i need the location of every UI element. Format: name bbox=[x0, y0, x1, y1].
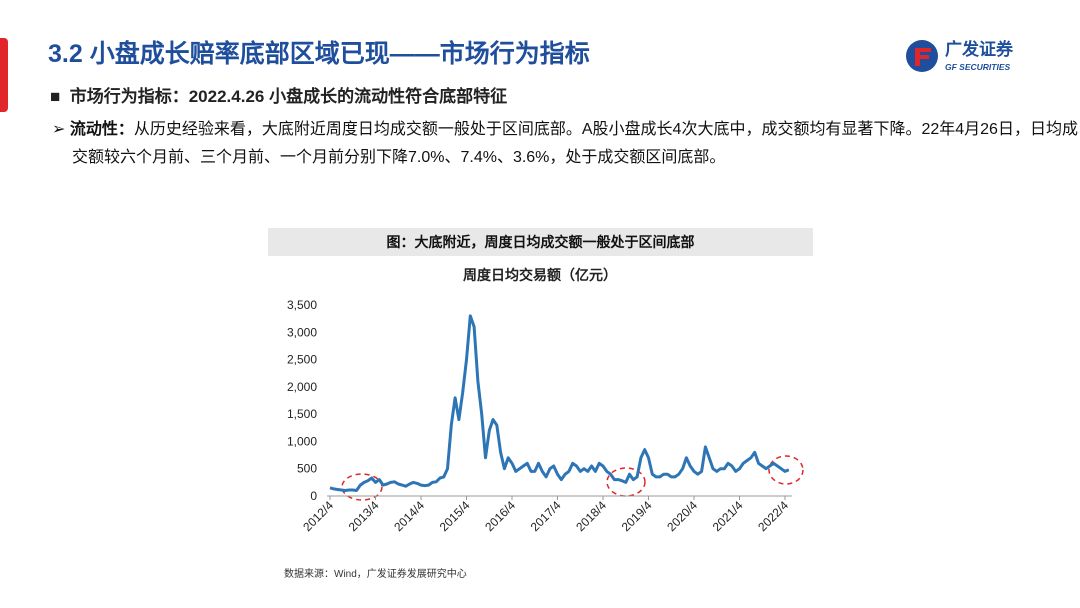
x-tick-label: 2020/4 bbox=[664, 498, 700, 534]
bullet-label: 流动性： bbox=[69, 121, 134, 138]
subtitle-text: 市场行为指标：2022.4.26 小盘成长的流动性符合底部特征 bbox=[69, 87, 508, 106]
bullet-text: 从历史经验来看，大底附近周度日均成交额一般处于区间底部。A股小盘成长4次大底中，… bbox=[72, 121, 1078, 166]
logo-text: 广发证券 bbox=[945, 39, 1014, 59]
square-bullet: ■ bbox=[50, 87, 70, 106]
highlight-circle bbox=[768, 455, 804, 485]
x-tick-label: 2019/4 bbox=[619, 498, 655, 534]
subtitle: ■ 市场行为指标：2022.4.26 小盘成长的流动性符合底部特征 bbox=[50, 82, 507, 107]
y-tick-label: 2,500 bbox=[287, 353, 317, 367]
arrow-bullet: ➢ bbox=[52, 121, 70, 138]
figure-caption: 图：大底附近，周度日均成交额一般处于区间底部 bbox=[268, 228, 813, 256]
x-tick-label: 2018/4 bbox=[573, 498, 609, 534]
y-tick-label: 2,000 bbox=[287, 380, 317, 394]
bullet: ➢ 流动性：从历史经验来看，大底附近周度日均成交额一般处于区间底部。A股小盘成长… bbox=[52, 116, 1080, 172]
x-tick-label: 2017/4 bbox=[528, 498, 564, 534]
x-tick-label: 2016/4 bbox=[482, 498, 518, 534]
logo-glyph bbox=[915, 48, 931, 66]
source: 数据来源：Wind，广发证券发展研究中心 bbox=[284, 569, 467, 580]
y-tick-label: 3,000 bbox=[287, 325, 317, 339]
x-tick-label: 2021/4 bbox=[710, 498, 746, 534]
x-tick-label: 2012/4 bbox=[300, 498, 336, 534]
logo-text-en: GF SECURITIES bbox=[945, 62, 1011, 72]
x-tick-label: 2014/4 bbox=[391, 498, 427, 534]
y-tick-label: 1,500 bbox=[287, 407, 317, 421]
slide-title: 3.2 小盘成长赔率底部区域已现——市场行为指标 bbox=[48, 40, 590, 68]
accent-bar bbox=[0, 38, 8, 112]
highlight-circle bbox=[341, 473, 383, 501]
data-line bbox=[329, 314, 790, 492]
y-tick-label: 1,000 bbox=[287, 434, 317, 448]
highlight-circle bbox=[606, 467, 646, 497]
x-tick-label: 2022/4 bbox=[755, 498, 791, 534]
logo: 广发证券 GF SECURITIES bbox=[906, 39, 1014, 72]
y-tick-label: 500 bbox=[297, 462, 317, 476]
y-tick-label: 3,500 bbox=[287, 298, 317, 312]
x-tick-label: 2015/4 bbox=[437, 498, 473, 534]
x-tick-label: 2013/4 bbox=[346, 498, 382, 534]
y-tick-label: 0 bbox=[310, 489, 317, 503]
chart-title: 周度日均交易额（亿元） bbox=[463, 267, 617, 284]
